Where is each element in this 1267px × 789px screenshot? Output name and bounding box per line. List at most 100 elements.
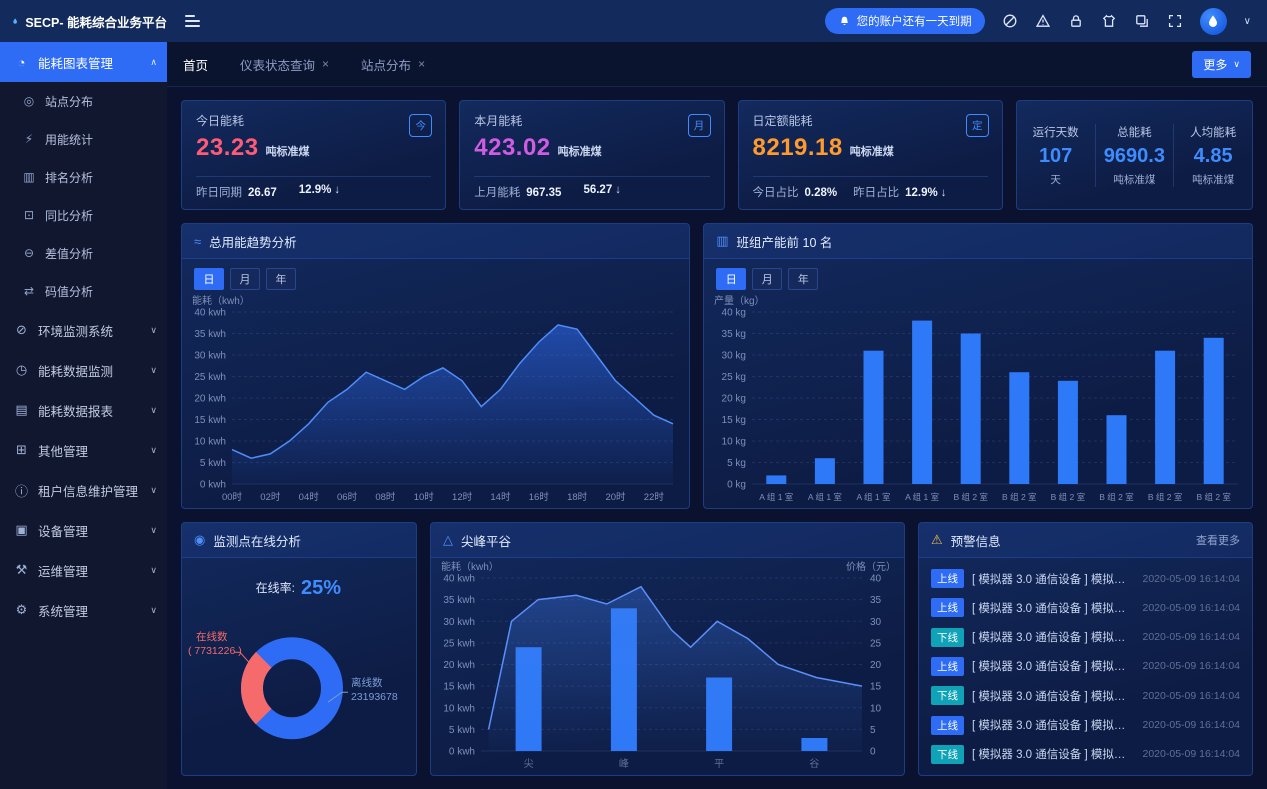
svg-text:峰: 峰 xyxy=(619,758,629,770)
logo: SECP- 能耗综合业务平台 xyxy=(0,12,167,31)
sidebar-item-label: 其他管理 xyxy=(38,444,89,459)
alert-row[interactable]: 下线 [ 模拟器 3.0 通信设备 ] 模拟器 3.0... 2020-05-09 … xyxy=(919,627,1252,647)
circle-slash-icon[interactable] xyxy=(1002,13,1018,29)
period-tab[interactable]: 年 xyxy=(266,268,296,290)
period-tab[interactable]: 日 xyxy=(194,268,224,290)
sidebar-subitem-label: 用能统计 xyxy=(45,132,94,147)
copy-docs-icon[interactable] xyxy=(1134,13,1150,29)
sidebar-subitem[interactable]: ▥ 排名分析 xyxy=(0,158,167,196)
difference-icon: ⊖ xyxy=(23,246,35,260)
svg-text:0 kwh: 0 kwh xyxy=(449,747,475,758)
svg-text:40 kg: 40 kg xyxy=(722,308,746,319)
warning-icon[interactable] xyxy=(1035,13,1051,29)
svg-text:离线数: 离线数 xyxy=(351,676,383,689)
more-button-label: 更多 xyxy=(1203,57,1228,72)
alert-text: [ 模拟器 3.0 通信设备 ] 模拟器 3.0... xyxy=(972,690,1135,703)
svg-text:40 kwh: 40 kwh xyxy=(443,574,475,585)
sidebar-subitem-label: 同比分析 xyxy=(45,208,94,223)
sidebar-item[interactable]: ⓘ 租户信息维护管理 ∨ xyxy=(0,470,167,510)
stat-value: 8219.18 xyxy=(752,134,843,161)
alert-row[interactable]: 上线 [ 模拟器 3.0 通信设备 ] 模拟器 3.0... 2020-05-09 … xyxy=(919,656,1252,676)
svg-text:40: 40 xyxy=(870,574,882,585)
menu-toggle-icon[interactable] xyxy=(185,15,200,27)
stat-card: 日定额能耗 定 8219.18 吨标准煤 今日占比 0.28% 昨日占比 12.9% ↓ xyxy=(737,100,1003,210)
svg-text:06时: 06时 xyxy=(337,491,358,503)
tab-label: 站点分布 xyxy=(361,58,412,73)
svg-text:35 kwh: 35 kwh xyxy=(194,329,226,340)
sidebar-item[interactable]: ⊞ 其他管理 ∨ xyxy=(0,430,167,470)
sidebar-item[interactable]: ◷ 能耗数据监测 ∨ xyxy=(0,350,167,390)
alert-text: [ 模拟器 3.0 通信设备 ] 模拟器 3.0... xyxy=(972,602,1135,615)
more-button[interactable]: 更多 ∨ xyxy=(1192,50,1251,78)
page-tab[interactable]: 站点分布 × xyxy=(361,55,425,74)
stat-unit: 吨标准煤 xyxy=(265,146,310,158)
sidebar-item[interactable]: ⚙ 系统管理 ∨ xyxy=(0,590,167,630)
view-more-link[interactable]: 查看更多 xyxy=(1196,535,1240,547)
summary-item: 人均能耗 4.85 吨标准煤 xyxy=(1173,123,1252,187)
svg-text:15 kwh: 15 kwh xyxy=(194,415,226,426)
account-expiry-notice[interactable]: 您的账户还有一天到期 xyxy=(824,8,985,34)
sidebar-item[interactable]: ⊘ 环境监测系统 ∨ xyxy=(0,310,167,350)
stat-footer: 昨日同期 26.67 12.9% ↓ xyxy=(196,176,432,200)
user-menu-chevron-icon[interactable]: ∨ xyxy=(1243,15,1251,27)
alert-row[interactable]: 下线 [ 模拟器 3.0 通信设备 ] 模拟器 3.0... 2020-05-09 … xyxy=(919,686,1252,706)
sidebar-item[interactable]: ▤ 能耗数据报表 ∨ xyxy=(0,390,167,430)
panel-header: ⚠ 预警信息 查看更多 xyxy=(919,523,1252,558)
avatar[interactable] xyxy=(1199,7,1227,35)
sidebar-subitem-label: 站点分布 xyxy=(45,94,94,109)
svg-text:25%: 25% xyxy=(301,577,341,599)
sidebar-item[interactable]: ▣ 设备管理 ∨ xyxy=(0,510,167,550)
chevron-down-icon: ∨ xyxy=(150,604,157,615)
online-donut-chart: 在线率: 25% 在线数 ( 7731226 ) 离线数 23193678 xyxy=(182,558,416,775)
period-tab[interactable]: 年 xyxy=(788,268,819,290)
svg-text:20 kg: 20 kg xyxy=(722,394,746,405)
fullscreen-icon[interactable] xyxy=(1167,13,1183,29)
sidebar-subitem[interactable]: ⊖ 差值分析 xyxy=(0,234,167,272)
svg-text:A 组 1 室: A 组 1 室 xyxy=(857,492,892,502)
bottom-row: ◉ 监测点在线分析 在线率: 25% 在线数 ( 7731226 ) 离线数 231936… xyxy=(181,522,1253,776)
svg-text:30: 30 xyxy=(870,617,882,628)
svg-text:22时: 22时 xyxy=(644,491,665,503)
tab-close-icon[interactable]: × xyxy=(322,57,330,71)
sidebar-subitem[interactable]: ◎ 站点分布 xyxy=(0,82,167,120)
trend-chart-icon: ≈ xyxy=(194,233,202,249)
alert-time: 2020-05-09 16:14:04 xyxy=(1142,572,1241,585)
sidebar-subitem[interactable]: ⊡ 同比分析 xyxy=(0,196,167,234)
energy-usage-icon: ⚡ xyxy=(24,132,34,146)
sidebar-item-label: 能耗图表管理 xyxy=(38,56,114,71)
team-bar-chart: 产量（kg） 0 kg 5 kg 10 kg 15 kg 20 kg 25 kg 30 kg 3… xyxy=(704,292,1252,508)
svg-text:谷: 谷 xyxy=(809,758,819,770)
page-tab[interactable]: 仪表状态查询 × xyxy=(240,55,329,74)
alert-text: [ 模拟器 3.0 通信设备 ] 模拟器 3.0... xyxy=(972,661,1135,674)
panel-title: 班组产能前 10 名 xyxy=(736,235,833,250)
dashboard-content: 今日能耗今 23.23 吨标准煤 昨日同期 26.67 12.9% ↓ 本月能耗月 423.02… xyxy=(167,87,1267,789)
team-output-panel: ▥ 班组产能前 10 名 日月年 产量（kg） 0 kg 5 kg 10 kg 15 k… xyxy=(703,223,1253,509)
panel-title: 预警信息 xyxy=(950,534,1001,549)
period-tab[interactable]: 日 xyxy=(716,268,747,290)
sidebar-subitem[interactable]: ⇄ 码值分析 xyxy=(0,272,167,310)
svg-text:产量（kg）: 产量（kg） xyxy=(714,294,765,307)
svg-text:5: 5 xyxy=(870,725,876,736)
svg-text:B 组 2 室: B 组 2 室 xyxy=(1051,492,1086,502)
period-tab[interactable]: 月 xyxy=(230,268,260,290)
other-mgmt-icon: ⊞ xyxy=(16,442,27,457)
theme-shirt-icon[interactable] xyxy=(1101,13,1117,29)
svg-text:35 kg: 35 kg xyxy=(722,329,746,340)
alert-row[interactable]: 上线 [ 模拟器 3.0 通信设备 ] 模拟器 3.0... 2020-05-09 … xyxy=(919,569,1252,589)
sidebar-subitem[interactable]: ⚡ 用能统计 xyxy=(0,120,167,158)
sidebar-item[interactable]: ◔ 能耗图表管理 ∧ xyxy=(0,42,167,82)
alert-row[interactable]: 下线 [ 模拟器 3.0 通信设备 ] 模拟器 3.0... 2020-05-09 … xyxy=(919,744,1252,764)
alert-text: [ 模拟器 3.0 通信设备 ] 模拟器 3.0... xyxy=(972,749,1135,762)
alert-time: 2020-05-09 16:14:04 xyxy=(1142,660,1241,673)
period-tab[interactable]: 月 xyxy=(752,268,783,290)
page-tab[interactable]: 首页 xyxy=(183,55,208,74)
alert-row[interactable]: 上线 [ 模拟器 3.0 通信设备 ] 模拟器 3.0... 2020-05-09 … xyxy=(919,715,1252,735)
lock-icon[interactable] xyxy=(1068,13,1084,29)
panel-header: ▥ 班组产能前 10 名 xyxy=(704,224,1252,259)
tab-close-icon[interactable]: × xyxy=(418,57,426,71)
sidebar-item[interactable]: ⚒ 运维管理 ∨ xyxy=(0,550,167,590)
sidebar-item-label: 能耗数据监测 xyxy=(38,364,114,379)
alert-row[interactable]: 上线 [ 模拟器 3.0 通信设备 ] 模拟器 3.0... 2020-05-09 … xyxy=(919,598,1252,618)
calendar-badge-icon: 今 xyxy=(409,114,433,137)
stat-title: 今日能耗 xyxy=(196,114,245,128)
